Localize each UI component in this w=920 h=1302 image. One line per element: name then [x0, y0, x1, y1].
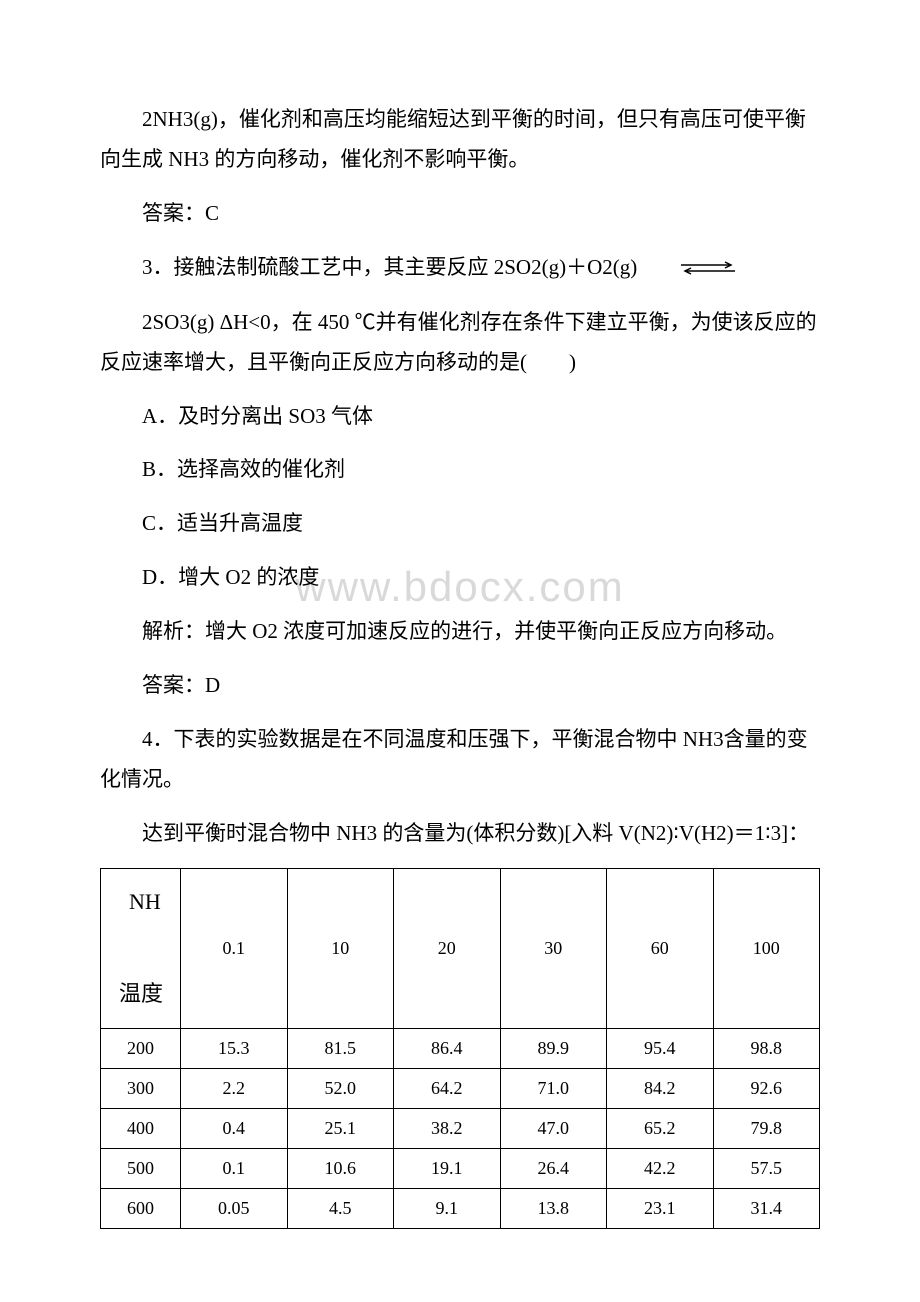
data-cell: 89.9 [500, 1028, 607, 1068]
answer-1: 答案：C [100, 194, 820, 234]
data-cell: 95.4 [607, 1028, 714, 1068]
data-cell: 57.5 [713, 1148, 820, 1188]
data-cell: 26.4 [500, 1148, 607, 1188]
question-4-sub: 达到平衡时混合物中 NH3 的含量为(体积分数)[入料 V(N2)∶V(H2)＝… [100, 814, 820, 854]
table-row: 600 0.05 4.5 9.1 13.8 23.1 31.4 [101, 1188, 820, 1228]
answer-3: 答案：D [100, 666, 820, 706]
pressure-col-3: 30 [500, 868, 607, 1028]
pressure-col-4: 60 [607, 868, 714, 1028]
pressure-col-1: 10 [287, 868, 394, 1028]
temp-cell: 600 [101, 1188, 181, 1228]
pressure-col-5: 100 [713, 868, 820, 1028]
data-cell: 98.8 [713, 1028, 820, 1068]
temp-cell: 200 [101, 1028, 181, 1068]
header-corner-cell: NH 温度 [101, 868, 181, 1028]
data-cell: 2.2 [181, 1068, 288, 1108]
data-cell: 23.1 [607, 1188, 714, 1228]
data-cell: 84.2 [607, 1068, 714, 1108]
q3-text: 3．接触法制硫酸工艺中，其主要反应 2SO2(g)＋O2(g) [142, 255, 637, 279]
data-cell: 9.1 [394, 1188, 501, 1228]
option-a: A．及时分离出 SO3 气体 [100, 397, 820, 437]
data-cell: 13.8 [500, 1188, 607, 1228]
data-cell: 65.2 [607, 1108, 714, 1148]
header-temp: 温度 [119, 976, 163, 1008]
data-cell: 81.5 [287, 1028, 394, 1068]
data-cell: 38.2 [394, 1108, 501, 1148]
table-row: 200 15.3 81.5 86.4 89.9 95.4 98.8 [101, 1028, 820, 1068]
data-cell: 42.2 [607, 1148, 714, 1188]
question-3-line2: 2SO3(g) ΔH<0，在 450 ℃并有催化剂存在条件下建立平衡，为使该反应… [100, 303, 820, 383]
data-cell: 0.4 [181, 1108, 288, 1148]
data-cell: 79.8 [713, 1108, 820, 1148]
document-content: 2NH3(g)，催化剂和高压均能缩短达到平衡的时间，但只有高压可使平衡向生成 N… [100, 100, 820, 1229]
table-row: 300 2.2 52.0 64.2 71.0 84.2 92.6 [101, 1068, 820, 1108]
data-cell: 31.4 [713, 1188, 820, 1228]
header-nh: NH [129, 889, 161, 915]
pressure-col-2: 20 [394, 868, 501, 1028]
data-cell: 0.05 [181, 1188, 288, 1228]
data-cell: 64.2 [394, 1068, 501, 1108]
question-3-line1: 3．接触法制硫酸工艺中，其主要反应 2SO2(g)＋O2(g) [100, 248, 820, 289]
table-row: 400 0.4 25.1 38.2 47.0 65.2 79.8 [101, 1108, 820, 1148]
data-cell: 15.3 [181, 1028, 288, 1068]
question-4: 4．下表的实验数据是在不同温度和压强下，平衡混合物中 NH3含量的变化情况。 [100, 720, 820, 800]
data-cell: 0.1 [181, 1148, 288, 1188]
equilibrium-icon [639, 249, 735, 289]
data-cell: 52.0 [287, 1068, 394, 1108]
data-cell: 92.6 [713, 1068, 820, 1108]
data-cell: 25.1 [287, 1108, 394, 1148]
temp-cell: 400 [101, 1108, 181, 1148]
table-row: 500 0.1 10.6 19.1 26.4 42.2 57.5 [101, 1148, 820, 1188]
data-cell: 71.0 [500, 1068, 607, 1108]
option-d: D．增大 O2 的浓度 [100, 558, 820, 598]
data-cell: 10.6 [287, 1148, 394, 1188]
data-cell: 86.4 [394, 1028, 501, 1068]
temp-cell: 500 [101, 1148, 181, 1188]
option-c: C．适当升高温度 [100, 504, 820, 544]
data-cell: 47.0 [500, 1108, 607, 1148]
temp-cell: 300 [101, 1068, 181, 1108]
table-header-row: NH 温度 0.1 10 20 30 60 100 [101, 868, 820, 1028]
data-table: NH 温度 0.1 10 20 30 60 100 200 15.3 81.5 … [100, 868, 820, 1229]
data-cell: 4.5 [287, 1188, 394, 1228]
pressure-col-0: 0.1 [181, 868, 288, 1028]
explanation-3: 解析：增大 O2 浓度可加速反应的进行，并使平衡向正反应方向移动。 [100, 612, 820, 652]
data-cell: 19.1 [394, 1148, 501, 1188]
paragraph-intro: 2NH3(g)，催化剂和高压均能缩短达到平衡的时间，但只有高压可使平衡向生成 N… [100, 100, 820, 180]
option-b: B．选择高效的催化剂 [100, 450, 820, 490]
